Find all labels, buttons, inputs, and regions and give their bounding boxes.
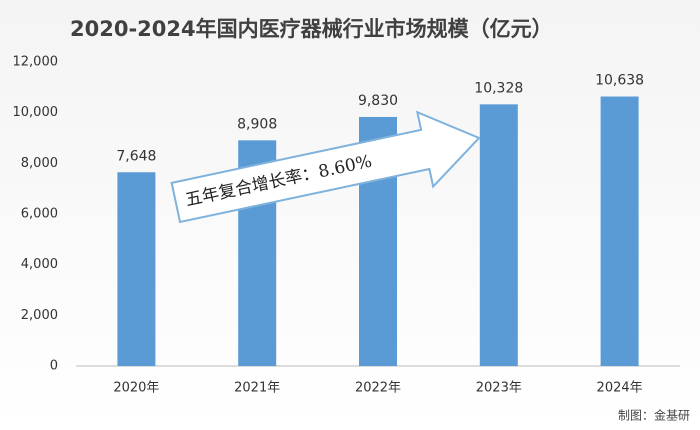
x-tick-label: 2024年 xyxy=(597,381,643,396)
y-tick-label: 8,000 xyxy=(21,156,58,171)
value-label: 8,908 xyxy=(237,116,277,132)
x-tick-label: 2020年 xyxy=(113,381,159,396)
y-tick-label: 12,000 xyxy=(13,55,59,70)
y-tick-label: 4,000 xyxy=(21,257,58,272)
arrow-shape xyxy=(170,110,481,224)
value-label: 9,830 xyxy=(358,93,398,109)
x-tick-label: 2023年 xyxy=(476,381,522,396)
x-tick-label: 2021年 xyxy=(234,381,280,396)
y-tick-label: 0 xyxy=(50,359,58,374)
y-tick-label: 6,000 xyxy=(21,207,58,222)
value-label: 10,328 xyxy=(474,80,523,96)
bar xyxy=(600,96,639,366)
bar xyxy=(479,104,518,366)
y-tick-label: 10,000 xyxy=(13,105,59,120)
x-tick-label: 2022年 xyxy=(355,381,401,396)
value-label: 7,648 xyxy=(116,148,156,164)
source: 制图：金基研 xyxy=(618,408,690,423)
value-label: 10,638 xyxy=(595,73,644,89)
chart-title: 2020-2024年国内医疗器械行业市场规模（亿元） xyxy=(70,17,553,41)
bar xyxy=(117,172,156,366)
y-tick-label: 2,000 xyxy=(21,308,58,323)
